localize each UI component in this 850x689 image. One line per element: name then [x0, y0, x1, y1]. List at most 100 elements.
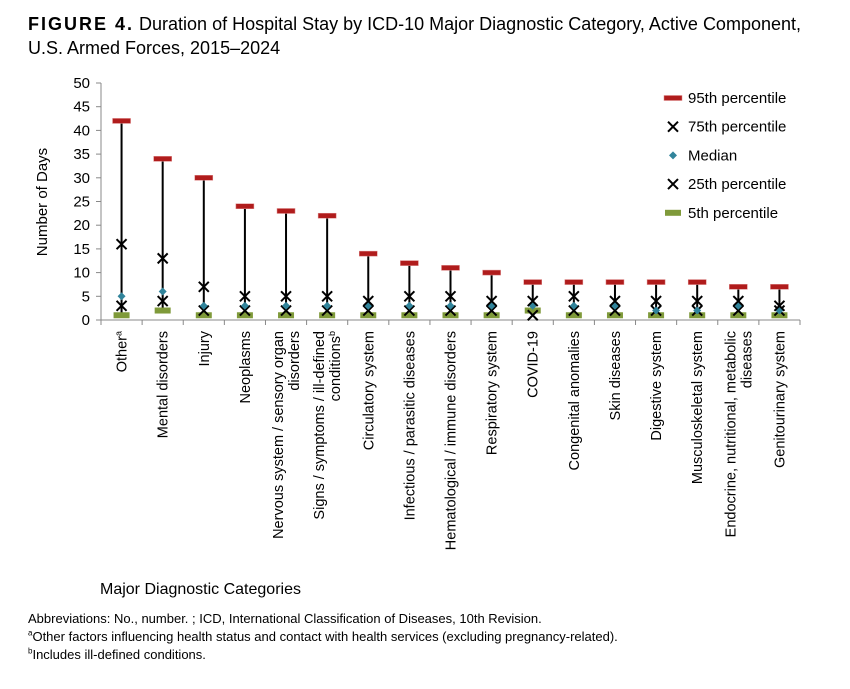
footnote-b-mark: b — [28, 646, 33, 656]
data-point-75th-percentile — [609, 295, 621, 307]
data-point-95th-percentile — [441, 265, 460, 271]
data-point-25th-percentile — [527, 309, 539, 321]
data-point-25th-percentile — [403, 304, 416, 317]
data-point-25th-percentile — [444, 304, 457, 317]
data-point-95th-percentile — [153, 156, 172, 162]
figure-number: FIGURE 4. — [28, 14, 135, 34]
category-label: Mental disorders — [156, 331, 172, 438]
footnote-b: bIncludes ill-defined conditions. — [28, 646, 618, 664]
category-label: Othera — [114, 331, 131, 372]
category-label: Neoplasms — [238, 331, 254, 404]
category-label: Injury — [197, 330, 213, 366]
data-point-median — [569, 301, 578, 310]
category-label: Circulatory system — [361, 331, 377, 450]
y-tick-label: 30 — [73, 170, 90, 187]
y-axis-label: Number of Days — [34, 148, 51, 256]
data-point-median — [405, 301, 414, 310]
figure-title: FIGURE 4. Duration of Hospital Stay by I… — [28, 12, 828, 60]
category-label-line: Skin diseases — [608, 331, 624, 420]
y-tick-label: 5 — [82, 288, 90, 305]
category-label-line: Neoplasms — [238, 331, 254, 404]
data-point-75th-percentile — [403, 290, 416, 303]
figure-title-text: Duration of Hospital Stay by ICD-10 Majo… — [28, 14, 801, 58]
y-tick-label: 40 — [73, 122, 90, 139]
legend-marker — [667, 178, 679, 190]
data-point-5th-percentile — [154, 307, 171, 314]
data-point-5th-percentile — [648, 312, 665, 319]
data-point-95th-percentile — [646, 279, 666, 285]
data-point-5th-percentile — [565, 312, 582, 319]
category-label-line: COVID-19 — [526, 331, 542, 398]
data-point-95th-percentile — [276, 208, 296, 214]
legend-label: 25th percentile — [688, 176, 786, 193]
data-point-95th-percentile — [194, 175, 214, 181]
data-point-5th-percentile — [195, 312, 212, 319]
data-point-75th-percentile — [156, 252, 169, 265]
data-point-95th-percentile — [235, 203, 255, 209]
footnote-b-text: Includes ill-defined conditions. — [32, 647, 206, 662]
category-label: COVID-19 — [526, 331, 542, 398]
footnote-a-mark: a — [28, 628, 33, 638]
footnote-a-text: Other factors influencing health status … — [32, 629, 618, 644]
y-tick-label: 10 — [73, 265, 90, 282]
y-tick-label: 45 — [73, 99, 90, 116]
data-point-95th-percentile — [564, 279, 584, 285]
data-point-25th-percentile — [156, 295, 169, 307]
data-point-25th-percentile — [485, 304, 498, 317]
data-point-5th-percentile — [483, 312, 500, 319]
category-label-line: Musculoskeletal system — [690, 331, 706, 484]
data-point-75th-percentile — [527, 295, 539, 307]
data-point-5th-percentile — [442, 312, 459, 319]
abbreviations-note: Abbreviations: No., number. ; ICD, Inter… — [28, 611, 542, 626]
legend-marker — [669, 151, 677, 160]
data-point-95th-percentile — [400, 260, 419, 266]
x-axis-label: Major Diagnostic Categories — [100, 581, 301, 598]
data-point-median — [240, 301, 249, 310]
category-label-line: Circulatory system — [361, 331, 377, 450]
data-point-95th-percentile — [482, 269, 501, 276]
y-tick-label: 35 — [73, 146, 90, 163]
category-label: Skin diseases — [608, 331, 624, 420]
category-label-line: Genitourinary system — [772, 331, 788, 468]
data-point-median — [282, 301, 291, 310]
data-point-median — [158, 287, 167, 296]
category-label-line: Mental disorders — [156, 331, 172, 438]
data-point-5th-percentile — [689, 312, 706, 319]
category-label: Hematological / immune disorders — [444, 331, 460, 550]
category-label-line: Othera — [114, 331, 131, 372]
legend-marker — [663, 95, 683, 101]
legend-marker — [665, 209, 681, 216]
category-label: Digestive system — [649, 331, 665, 441]
category-label-line: Signs / symptoms / ill-defined — [312, 331, 328, 520]
data-point-25th-percentile — [362, 304, 374, 317]
data-point-95th-percentile — [770, 284, 789, 290]
category-label: Endocrine, nutritional, metabolic disease… — [723, 331, 755, 537]
category-label-line: Nervous system / sensory organ — [271, 331, 287, 539]
y-tick-label: 0 — [82, 312, 90, 329]
y-tick-label: 50 — [73, 75, 90, 92]
data-point-75th-percentile — [198, 281, 210, 293]
category-label: Congenital anomalies — [567, 331, 583, 470]
data-point-5th-percentile — [524, 307, 541, 314]
data-point-95th-percentile — [112, 118, 131, 124]
category-label: Signs / symptoms / ill-defined conditions… — [312, 331, 344, 520]
data-point-25th-percentile — [239, 304, 251, 317]
category-label: Respiratory system — [485, 331, 501, 455]
data-point-median — [199, 301, 208, 310]
legend-label: 95th percentile — [688, 90, 786, 107]
data-point-median — [323, 301, 332, 310]
data-point-5th-percentile — [113, 312, 130, 319]
data-point-25th-percentile — [609, 304, 621, 317]
data-point-25th-percentile — [732, 304, 745, 317]
footnotes: Abbreviations: No., number. ; ICD, Inter… — [28, 610, 618, 664]
y-tick-label: 15 — [73, 241, 90, 258]
data-point-5th-percentile — [730, 312, 747, 319]
category-label: Musculoskeletal system — [690, 331, 706, 484]
category-superscript: b — [327, 331, 337, 336]
data-point-95th-percentile — [605, 279, 625, 285]
data-point-median — [693, 306, 702, 315]
category-label-line: Congenital anomalies — [567, 331, 583, 470]
legend-label: 5th percentile — [688, 205, 778, 222]
data-point-95th-percentile — [729, 284, 748, 290]
